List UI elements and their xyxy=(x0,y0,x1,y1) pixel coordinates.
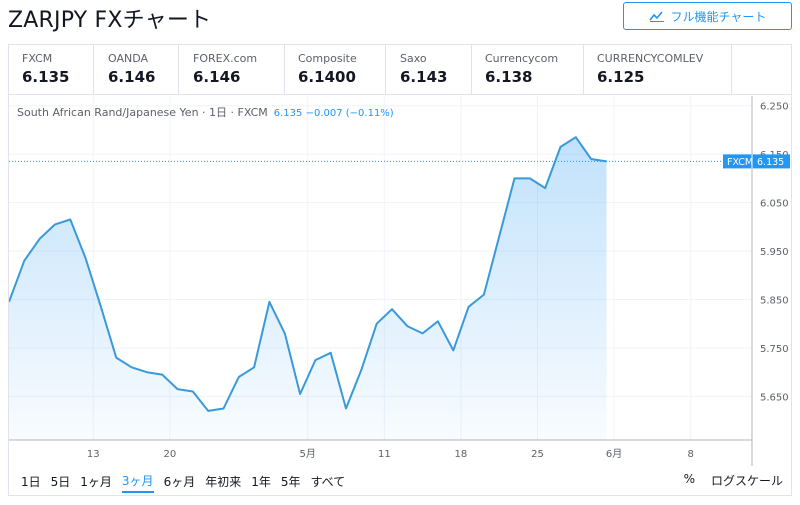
y-tick-label: 6.050 xyxy=(760,199,789,210)
x-tick-label: 20 xyxy=(163,449,176,460)
legend-values: 6.135 −0.007 (−0.11%) xyxy=(273,108,394,119)
tab-name: Saxo xyxy=(400,52,427,65)
range-5d[interactable]: 5日 xyxy=(50,474,71,489)
y-tick-label: 5.950 xyxy=(760,247,789,258)
tab-price: 6.135 xyxy=(22,68,70,86)
price-area-fill xyxy=(9,137,607,440)
range-3m[interactable]: 3ヶ月 xyxy=(121,470,154,493)
range-toolbar: 1日 5日 1ヶ月 3ヶ月 6ヶ月 年初来 1年 5年 すべて % ログスケール xyxy=(9,466,791,496)
tab-currencycom[interactable]: Currencycom 6.138 xyxy=(472,45,584,94)
tab-currencycomlev[interactable]: CURRENCYCOMLEV 6.125 xyxy=(584,45,732,94)
tab-price: 6.1400 xyxy=(298,68,356,86)
page-title: ZARJPY FXチャート xyxy=(8,8,212,33)
tab-name: OANDA xyxy=(108,52,149,65)
range-6m[interactable]: 6ヶ月 xyxy=(163,474,196,489)
tab-name: CURRENCYCOMLEV xyxy=(597,52,704,65)
range-5y[interactable]: 5年 xyxy=(280,474,301,489)
range-1m[interactable]: 1ヶ月 xyxy=(80,474,112,489)
tab-saxo[interactable]: Saxo 6.143 xyxy=(386,45,472,94)
tab-oanda[interactable]: OANDA 6.146 xyxy=(94,45,179,94)
price-series-line xyxy=(9,136,607,412)
tab-forex-com[interactable]: FOREX.com 6.146 xyxy=(179,45,285,94)
chart-icon xyxy=(648,10,665,22)
x-tick-label: 18 xyxy=(455,449,468,460)
tab-price: 6.146 xyxy=(108,68,156,86)
range-ytd[interactable]: 年初来 xyxy=(205,474,242,489)
y-tick-label: 5.650 xyxy=(760,392,789,403)
tab-price: 6.138 xyxy=(485,68,533,86)
scale-controls: % ログスケール xyxy=(684,472,783,489)
full-chart-button[interactable]: フル機能チャート xyxy=(623,2,792,30)
tab-name: Currencycom xyxy=(485,52,559,65)
chart-legend: South African Rand/Japanese Yen · 1日 · F… xyxy=(17,104,394,120)
price-tag-label: FXCM xyxy=(727,157,753,168)
y-tick-label: 5.850 xyxy=(760,295,789,306)
percent-scale-toggle[interactable]: % xyxy=(683,472,695,486)
legend-symbol: South African Rand/Japanese Yen · 1日 · F… xyxy=(17,106,268,119)
tab-composite[interactable]: Composite 6.1400 xyxy=(285,45,386,94)
x-tick-label: 13 xyxy=(87,449,100,460)
y-tick-label: 6.250 xyxy=(760,102,789,113)
tab-name: FOREX.com xyxy=(193,52,258,65)
tab-price: 6.146 xyxy=(193,68,241,86)
x-tick-label: 6月 xyxy=(606,448,622,460)
full-chart-label: フル機能チャート xyxy=(670,9,767,24)
price-tag-background xyxy=(723,154,790,169)
tab-name: Composite xyxy=(298,52,357,65)
price-chart[interactable]: 5.6505.7505.8505.9506.0506.1506.25013205… xyxy=(9,96,791,466)
tab-price: 6.143 xyxy=(400,68,448,86)
tab-price: 6.125 xyxy=(597,68,645,86)
range-1y[interactable]: 1年 xyxy=(251,474,271,489)
log-scale-toggle[interactable]: ログスケール xyxy=(710,474,783,488)
range-all[interactable]: すべて xyxy=(310,474,346,489)
x-tick-label: 8 xyxy=(688,449,694,460)
broker-tabs: FXCM 6.135 OANDA 6.146 FOREX.com 6.146 C… xyxy=(9,45,791,95)
x-tick-label: 25 xyxy=(531,449,544,460)
chart-area[interactable]: 5.6505.7505.8505.9506.0506.1506.25013205… xyxy=(9,96,791,466)
chart-widget: FXCM 6.135 OANDA 6.146 FOREX.com 6.146 C… xyxy=(8,44,792,496)
y-tick-label: 5.750 xyxy=(760,344,789,355)
x-tick-label: 11 xyxy=(378,449,391,460)
price-tag-value: 6.135 xyxy=(757,157,784,168)
tab-name: FXCM xyxy=(22,52,53,65)
tab-fxcm[interactable]: FXCM 6.135 xyxy=(9,45,94,94)
range-1d[interactable]: 1日 xyxy=(21,474,41,489)
x-tick-label: 5月 xyxy=(300,448,316,460)
